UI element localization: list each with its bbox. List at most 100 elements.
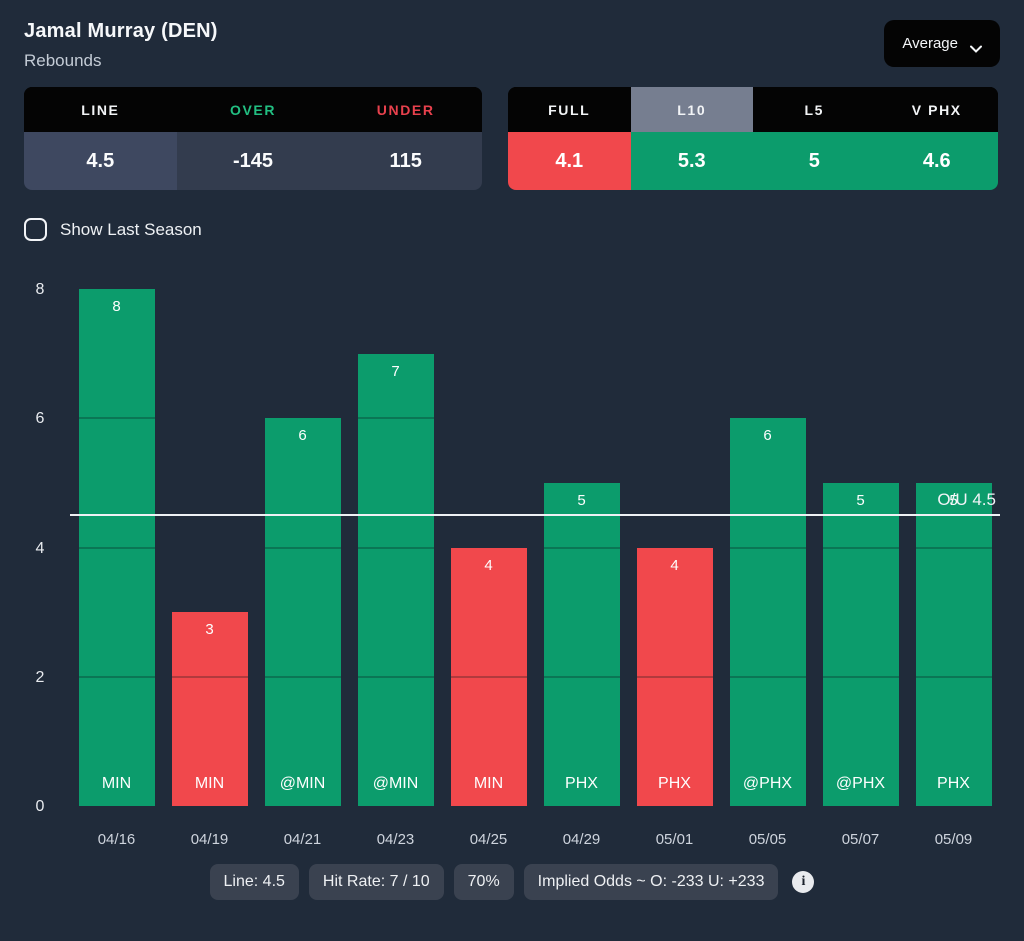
info-icon[interactable]: i xyxy=(792,871,815,893)
gridline-segment xyxy=(915,675,992,678)
bar-04/29[interactable]: 5 PHX xyxy=(543,482,620,806)
footer-badge: Line: 4.5 xyxy=(209,864,299,900)
x-axis-date: 04/23 xyxy=(376,831,415,848)
x-axis-date: 05/05 xyxy=(748,831,787,848)
average-dropdown-value: Average xyxy=(902,35,958,52)
bar-value-label: 5 xyxy=(949,491,958,509)
odds-header-over: OVER xyxy=(176,87,330,132)
bar-value-label: 7 xyxy=(391,362,400,380)
splits-tab-full[interactable]: FULL xyxy=(508,87,631,132)
splits-table: FULL L10 L5 V PHX 4.1 5.3 5 4.6 xyxy=(508,87,998,190)
gridline-segment xyxy=(450,675,527,678)
bar-05/01[interactable]: 4 PHX xyxy=(636,547,713,806)
bar-value-label: 8 xyxy=(112,298,121,315)
gridline-segment xyxy=(636,675,713,678)
gridline-segment xyxy=(915,546,992,549)
bar-value-label: 4 xyxy=(670,556,679,574)
bar-value-label: 5 xyxy=(577,491,586,509)
bar-team-label: MIN xyxy=(101,775,132,792)
bar-value-label: 4 xyxy=(484,556,493,574)
bar-team-label: PHX xyxy=(658,775,691,792)
gridline-segment xyxy=(822,546,899,549)
gridline-segment xyxy=(171,675,248,678)
y-axis-tick: 6 xyxy=(35,410,45,428)
bar-team-label: PHX xyxy=(565,775,598,792)
gridline-segment xyxy=(264,546,341,549)
footer-badge: 70% xyxy=(453,864,514,900)
bar-05/09[interactable]: 5 PHX xyxy=(915,482,992,806)
rebounds-bar-chart: 0 2 4 6 8 8 MIN 04/16 3 MIN 04/19 6 @MIN 04/21 7 @MIN 04… xyxy=(36,281,1000,848)
header: Jamal Murray (DEN) Rebounds Average xyxy=(24,20,1000,71)
odds-value-row: 4.5 -145 115 xyxy=(24,132,482,190)
odds-line-value: 4.5 xyxy=(24,132,177,190)
splits-tab-v-phx[interactable]: V PHX xyxy=(875,87,998,132)
bar-team-label: MIN xyxy=(473,775,504,792)
gridline-segment xyxy=(78,546,155,549)
bar-04/19[interactable]: 3 MIN xyxy=(171,612,248,806)
x-axis-date: 04/16 xyxy=(97,831,136,848)
chevron-down-icon xyxy=(970,40,982,53)
odds-header-row: LINE OVER UNDER xyxy=(24,87,482,132)
y-axis-tick: 2 xyxy=(35,668,45,686)
gridline-segment xyxy=(264,675,341,678)
bar-team-label: @MIN xyxy=(372,775,419,792)
odds-over-value: -145 xyxy=(176,132,330,190)
header-titles: Jamal Murray (DEN) Rebounds xyxy=(24,20,218,71)
gridline-segment xyxy=(357,546,434,549)
bar-04/21[interactable]: 6 @MIN xyxy=(264,418,341,806)
over-under-line-label: O/U 4.5 xyxy=(937,490,996,510)
gridline-segment xyxy=(543,546,620,549)
gridline-segment xyxy=(822,675,899,678)
bar-team-label: @MIN xyxy=(279,775,326,792)
bar-team-label: @PHX xyxy=(835,775,886,792)
odds-under-value: 115 xyxy=(329,132,482,190)
bar-value-label: 3 xyxy=(205,621,214,639)
odds-table: LINE OVER UNDER 4.5 -145 115 xyxy=(24,87,482,190)
splits-value-l10: 5.3 xyxy=(630,132,753,190)
bar-team-label: PHX xyxy=(937,775,970,792)
y-axis-tick: 0 xyxy=(35,798,45,815)
bar-team-label: MIN xyxy=(194,775,225,792)
gridline-segment xyxy=(357,675,434,678)
x-axis-date: 04/21 xyxy=(283,831,322,848)
gridline-segment xyxy=(78,675,155,678)
x-axis-date: 04/29 xyxy=(562,831,601,848)
odds-header-under: UNDER xyxy=(329,87,482,132)
bar-team-label: @PHX xyxy=(742,775,793,792)
bar-value-label: 6 xyxy=(763,427,772,445)
x-axis-date: 05/09 xyxy=(934,831,973,848)
checkbox-icon[interactable] xyxy=(24,218,47,241)
x-axis-date: 04/19 xyxy=(190,831,229,848)
splits-value-l5: 5 xyxy=(753,132,876,190)
average-dropdown[interactable]: Average xyxy=(884,20,1000,67)
stat-name: Rebounds xyxy=(24,51,102,70)
odds-header-line: LINE xyxy=(24,87,177,132)
y-axis-tick: 8 xyxy=(35,281,45,298)
bar-04/25[interactable]: 4 MIN xyxy=(450,547,527,806)
x-axis-date: 04/25 xyxy=(469,831,508,848)
footer-summary: Line: 4.5 Hit Rate: 7 / 10 70% Implied Odds… xyxy=(24,864,1000,900)
footer-badge: Hit Rate: 7 / 10 xyxy=(308,864,444,900)
bar-05/05[interactable]: 6 @PHX xyxy=(729,418,806,806)
x-axis-date: 05/07 xyxy=(841,831,880,848)
gridline-segment xyxy=(729,675,806,678)
gridline-segment xyxy=(357,417,434,420)
splits-header-row: FULL L10 L5 V PHX xyxy=(508,87,998,132)
bar-05/07[interactable]: 5 @PHX xyxy=(822,482,899,806)
bar-value-label: 5 xyxy=(856,491,865,509)
player-name: Jamal Murray (DEN) xyxy=(24,20,218,42)
gridline-segment xyxy=(729,546,806,549)
bar-04/16[interactable]: 8 MIN xyxy=(78,289,155,806)
splits-tab-l5[interactable]: L5 xyxy=(753,87,876,132)
stat-tables: LINE OVER UNDER 4.5 -145 115 FULL L10 L5 V … xyxy=(24,87,1000,190)
gridline-segment xyxy=(78,417,155,420)
splits-tab-l10[interactable]: L10 xyxy=(630,87,753,132)
splits-value-full: 4.1 xyxy=(508,132,631,190)
toggle-label: Show Last Season xyxy=(60,219,202,239)
bar-04/23[interactable]: 7 @MIN xyxy=(357,353,434,806)
footer-badge: Implied Odds ~ O: -233 U: +233 xyxy=(523,864,779,900)
splits-value-v-phx: 4.6 xyxy=(875,132,998,190)
x-axis-date: 05/01 xyxy=(655,831,694,848)
show-last-season-toggle[interactable]: Show Last Season xyxy=(24,218,1000,241)
